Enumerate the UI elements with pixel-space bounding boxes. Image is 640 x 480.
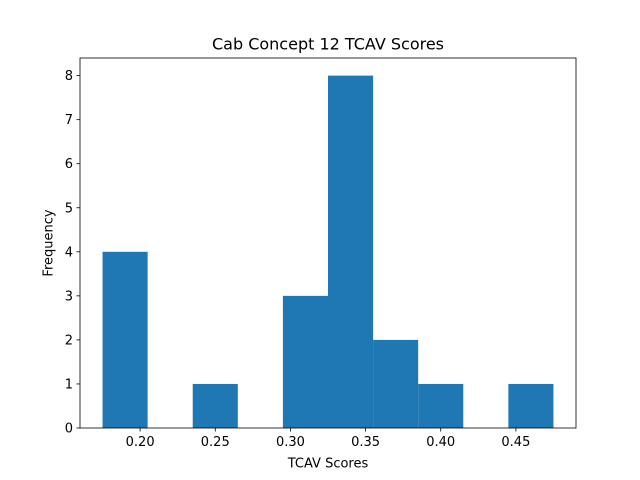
x-tick-label: 0.45 xyxy=(501,435,530,450)
x-axis-label: TCAV Scores xyxy=(287,457,369,472)
histogram-bar xyxy=(373,339,419,428)
y-tick-label: 1 xyxy=(65,377,73,392)
x-axis-ticks: 0.20 0.25 0.30 0.35 0.40 0.45 xyxy=(126,428,530,450)
histogram-bar xyxy=(192,383,238,428)
y-axis-ticks: 0 1 2 3 4 5 6 7 8 xyxy=(65,69,80,437)
x-tick-label: 0.30 xyxy=(276,435,305,450)
chart-title: Cab Concept 12 TCAV Scores xyxy=(212,35,444,54)
histogram-bar xyxy=(418,383,464,428)
y-tick-label: 3 xyxy=(65,289,73,304)
x-tick-label: 0.40 xyxy=(426,435,455,450)
y-axis-label: Frequency xyxy=(42,209,57,276)
y-tick-label: 5 xyxy=(65,201,73,216)
plot-frame xyxy=(79,57,577,429)
y-tick-label: 2 xyxy=(65,333,73,348)
y-tick-label: 0 xyxy=(65,422,73,437)
histogram-bar xyxy=(328,75,374,428)
y-tick-label: 7 xyxy=(65,113,73,128)
histogram-bar xyxy=(508,383,554,428)
x-tick-label: 0.35 xyxy=(351,435,380,450)
y-tick-label: 4 xyxy=(65,245,73,260)
y-tick-label: 6 xyxy=(65,157,73,172)
histogram-bar xyxy=(282,295,328,428)
histogram-bars xyxy=(102,75,554,428)
y-tick-label: 8 xyxy=(65,69,73,84)
x-tick-label: 0.25 xyxy=(201,435,230,450)
histogram-bar xyxy=(102,251,148,428)
x-tick-label: 0.20 xyxy=(126,435,155,450)
